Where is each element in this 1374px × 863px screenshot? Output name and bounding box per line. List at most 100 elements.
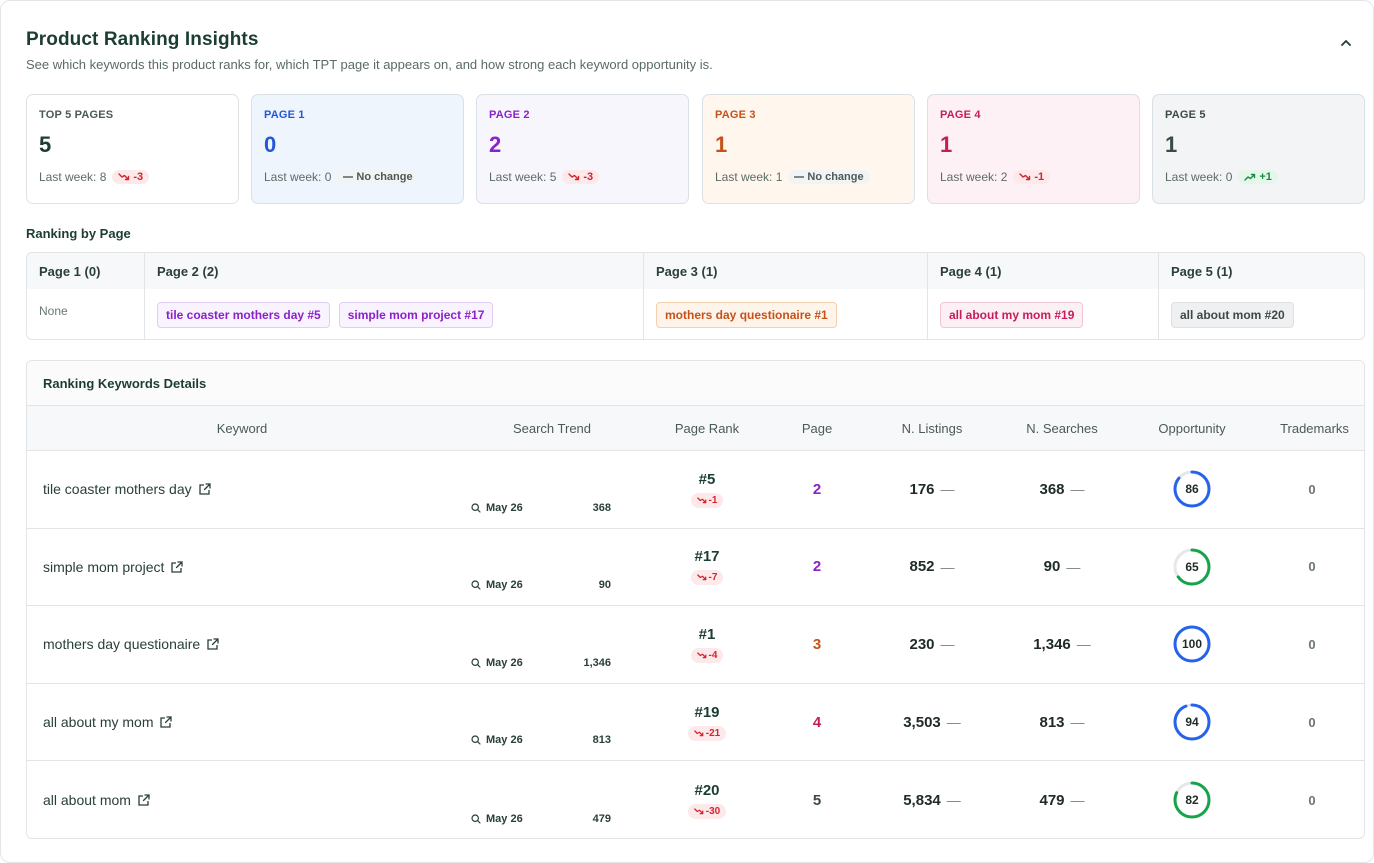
col-page[interactable]: Page xyxy=(801,421,833,436)
keyword-text[interactable]: simple mom project xyxy=(43,558,165,575)
no-change-dash: — xyxy=(940,636,955,653)
opportunity-ring-fill xyxy=(1173,781,1211,819)
delta-text: -3 xyxy=(133,171,144,183)
keyword-chip[interactable]: all about my mom #19 xyxy=(940,302,1084,328)
rank-delta-badge: -1 xyxy=(690,492,724,508)
rank-number: #19 xyxy=(694,703,720,721)
stat-card-label: PAGE 2 xyxy=(489,109,530,121)
rank-delta-text: -30 xyxy=(705,805,721,817)
search-icon xyxy=(471,814,481,824)
search-trend-cell: May 26 90 xyxy=(467,529,617,606)
table-row: simple mom project May 26 90 #17 -7 2 852 — 90 — 6… xyxy=(27,529,1364,607)
keyword-text[interactable]: mothers day questionaire xyxy=(43,636,201,653)
table-row: tile coaster mothers day May 26 368 #5 -1 2 17… xyxy=(27,451,1364,529)
col-searches[interactable]: N. Searches xyxy=(1026,421,1098,436)
stat-card-label: PAGE 1 xyxy=(264,109,305,121)
col-listings[interactable]: N. Listings xyxy=(901,421,963,436)
no-change-dash: — xyxy=(1076,636,1091,653)
keyword-text[interactable]: all about my mom xyxy=(43,714,154,731)
table-row: mothers day questionaire May 26 1,346 #1 -4 3… xyxy=(27,606,1364,684)
trend-date: May 26 xyxy=(471,734,523,746)
page-column-header: Page 3 (1) xyxy=(644,253,927,289)
last-week-text: Last week: 1 xyxy=(715,170,783,184)
col-keyword[interactable]: Keyword xyxy=(216,421,268,436)
trend-date-text: May 26 xyxy=(486,579,523,592)
trend-date: May 26 xyxy=(471,657,523,669)
stat-card-label: PAGE 5 xyxy=(1165,109,1206,121)
external-link-icon[interactable] xyxy=(206,637,220,651)
rank-delta-text: -1 xyxy=(708,494,718,506)
page-number: 2 xyxy=(812,558,822,576)
no-change-dash: — xyxy=(940,558,955,575)
trend-down-icon xyxy=(696,652,707,659)
ranking-by-page-table: Page 1 (0) None Page 2 (2) tile coaster mot… xyxy=(26,252,1365,340)
external-link-icon[interactable] xyxy=(137,793,151,807)
stat-card: PAGE 4 1 Last week: 2 -1 xyxy=(927,94,1140,204)
stat-card: PAGE 3 1 Last week: 1 No change xyxy=(702,94,915,204)
keyword-chip[interactable]: simple mom project #17 xyxy=(338,302,494,328)
delta-badge: No change xyxy=(788,170,870,184)
stat-card-value: 1 xyxy=(1165,132,1178,157)
page-column-header: Page 1 (0) xyxy=(27,253,144,289)
opportunity-ring: 86 xyxy=(1173,470,1211,508)
keyword-chip[interactable]: mothers day questionaire #1 xyxy=(656,302,837,328)
stat-card-label: TOP 5 PAGES xyxy=(39,109,114,121)
collapse-button[interactable] xyxy=(1336,33,1356,53)
page-number: 2 xyxy=(812,480,822,498)
search-icon xyxy=(471,735,481,745)
trend-date-text: May 26 xyxy=(486,656,523,669)
page-column: Page 2 (2) tile coaster mothers day #5 sim… xyxy=(145,253,644,339)
trend-date-text: May 26 xyxy=(486,812,523,825)
trend-date: May 26 xyxy=(471,502,523,514)
panel-title: Product Ranking Insights xyxy=(26,29,259,50)
external-link-icon[interactable] xyxy=(198,482,212,496)
external-link-icon[interactable] xyxy=(159,715,173,729)
keyword-text[interactable]: tile coaster mothers day xyxy=(43,481,192,498)
search-trend-cell: May 26 368 xyxy=(467,451,617,528)
no-change-dash: — xyxy=(1070,714,1085,731)
trademarks-value: 0 xyxy=(1308,792,1316,808)
page-column: Page 1 (0) None xyxy=(27,253,145,339)
page-rank-cell: #19 -21 xyxy=(657,684,757,761)
opportunity-score: 100 xyxy=(1182,637,1202,651)
delta-badge: -1 xyxy=(1013,170,1051,184)
delta-text: No change xyxy=(807,171,864,183)
trend-value: 1,346 xyxy=(583,656,611,669)
col-trademarks[interactable]: Trademarks xyxy=(1280,421,1349,436)
opportunity-score: 86 xyxy=(1185,482,1199,496)
stat-card: PAGE 2 2 Last week: 5 -3 xyxy=(476,94,689,204)
col-search-trend[interactable]: Search Trend xyxy=(512,421,592,436)
page-column-header: Page 5 (1) xyxy=(1159,253,1364,289)
stat-card: TOP 5 PAGES 5 Last week: 8 -3 xyxy=(26,94,239,204)
searches-value: 368 xyxy=(1039,480,1065,498)
keyword-text[interactable]: all about mom xyxy=(43,792,131,809)
keyword-cell: mothers day questionaire xyxy=(43,606,220,683)
trademarks-value: 0 xyxy=(1308,481,1316,497)
keyword-chip[interactable]: all about mom #20 xyxy=(1171,302,1294,328)
no-change-dash: — xyxy=(946,714,961,731)
rank-delta-text: -4 xyxy=(708,649,718,661)
stat-card-footer: Last week: 5 -3 xyxy=(489,170,676,184)
listings-value: 5,834 xyxy=(903,791,941,809)
delta-badge: +1 xyxy=(1238,170,1278,184)
col-page-rank[interactable]: Page Rank xyxy=(674,421,740,436)
listings-cell: 5,834 — xyxy=(877,761,987,838)
keyword-chip[interactable]: tile coaster mothers day #5 xyxy=(157,302,330,328)
listings-value: 176 xyxy=(909,480,935,498)
opportunity-ring: 94 xyxy=(1173,703,1211,741)
page-column: Page 4 (1) all about my mom #19 xyxy=(928,253,1159,339)
delta-badge: No change xyxy=(337,170,419,184)
trend-value: 90 xyxy=(598,579,611,592)
page-rank-cell: #20 -30 xyxy=(657,761,757,838)
page-rank-cell: #17 -7 xyxy=(657,529,757,606)
panel-subtitle: See which keywords this product ranks fo… xyxy=(26,57,713,72)
col-opportunity[interactable]: Opportunity xyxy=(1158,421,1226,436)
rank-delta-badge: -30 xyxy=(687,803,727,819)
ranking-keywords-details: Ranking Keywords Details Keyword Search … xyxy=(26,360,1365,839)
external-link-icon[interactable] xyxy=(170,560,184,574)
opportunity-ring: 65 xyxy=(1173,548,1211,586)
keyword-cell: tile coaster mothers day xyxy=(43,451,212,528)
search-icon xyxy=(471,502,481,513)
searches-value: 90 xyxy=(1043,558,1061,576)
